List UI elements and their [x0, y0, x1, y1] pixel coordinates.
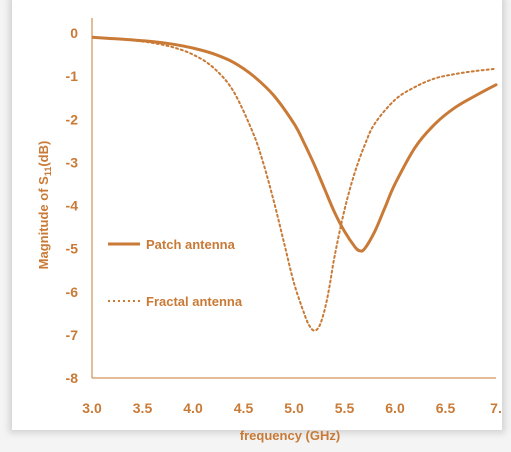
- x-tick-label: 5.0: [284, 400, 304, 416]
- legend: Patch antenna Fractal antenna: [108, 237, 243, 309]
- legend-label-fractal-antenna: Fractal antenna: [146, 294, 243, 309]
- x-tick-label: 3.0: [82, 400, 102, 416]
- y-tick-label: -6: [66, 284, 79, 300]
- x-tick-label: 3.5: [133, 400, 153, 416]
- y-axis-label: Magnitude of S11(dB): [36, 141, 53, 270]
- x-tick-label: 6.0: [385, 400, 405, 416]
- y-tick-label: -4: [66, 198, 79, 214]
- x-tick-label: 4.0: [183, 400, 203, 416]
- y-tick-label: -8: [66, 370, 79, 386]
- y-tick-label: -5: [66, 241, 79, 257]
- x-tick-label: 5.5: [335, 400, 355, 416]
- y-axis-label-subscript: 11: [43, 167, 53, 177]
- series-line-fractal-antenna: [92, 36, 497, 332]
- series-line-patch-antenna: [92, 35, 498, 253]
- y-tick-label: -3: [66, 154, 79, 170]
- y-tick-label: -2: [66, 111, 79, 127]
- y-tick-label: -7: [66, 327, 79, 343]
- y-axis-label-unit: (dB): [36, 141, 51, 167]
- x-axis-label: frequency (GHz): [240, 428, 340, 443]
- x-tick-label: 7.: [490, 400, 502, 416]
- y-axis-label-main: Magnitude of S: [36, 176, 51, 269]
- legend-label-patch-antenna: Patch antenna: [146, 237, 236, 252]
- chart-card: [12, 0, 502, 430]
- y-tick-label: 0: [70, 25, 78, 41]
- y-axis-ticks: 0 -1 -2 -3 -4 -5 -6 -7 -8: [66, 25, 79, 386]
- x-axis-ticks: 3.0 3.5 4.0 4.5 5.0 5.5 6.0 6.5 7.: [82, 400, 502, 416]
- y-tick-label: -1: [66, 68, 79, 84]
- x-tick-label: 6.5: [436, 400, 456, 416]
- x-tick-label: 4.5: [234, 400, 254, 416]
